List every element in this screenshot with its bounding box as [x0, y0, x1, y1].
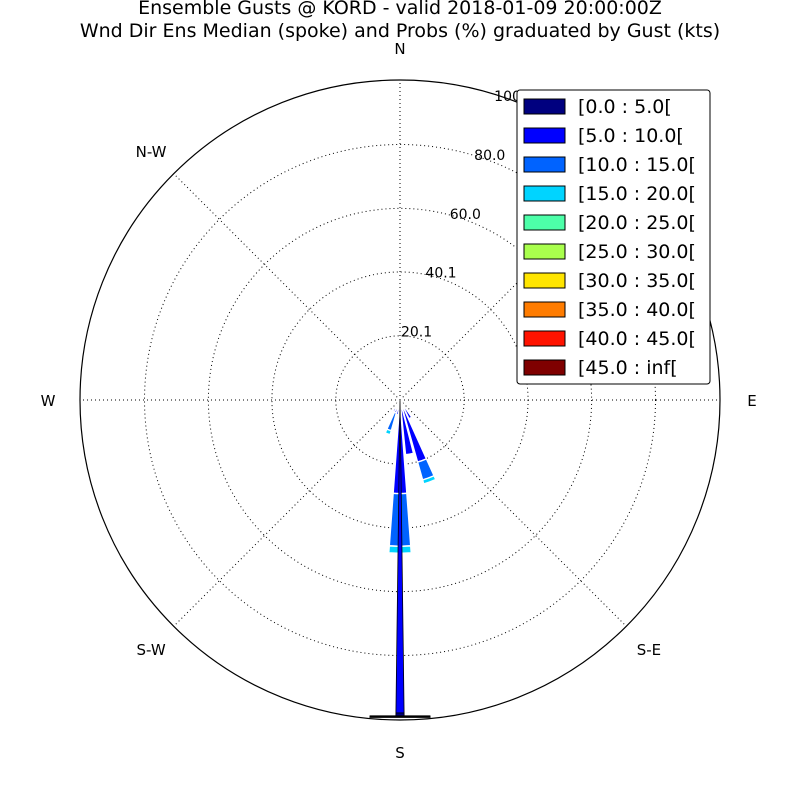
radial-tick-label: 80.0	[474, 148, 505, 164]
legend-swatch	[523, 243, 566, 260]
legend-label: [25.0 : 30.0[	[578, 241, 696, 263]
grid-ring	[144, 144, 656, 656]
legend-swatch	[523, 185, 566, 202]
legend-swatch	[523, 127, 566, 144]
outer-ring	[79, 79, 721, 721]
chart-subtitle: Wnd Dir Ens Median (spoke) and Probs (%)…	[80, 20, 720, 42]
legend-label: [45.0 : inf[	[578, 357, 678, 379]
sector-bar	[421, 474, 437, 485]
legend-label: [20.0 : 25.0[	[578, 212, 696, 234]
legend-label: [5.0 : 10.0[	[578, 125, 684, 147]
legend-swatch	[523, 214, 566, 231]
grid-spoke	[173, 399, 401, 627]
legend-swatch	[523, 156, 566, 173]
direction-label: E	[747, 392, 756, 410]
direction-label: W	[41, 392, 56, 410]
grid-spoke	[399, 173, 627, 401]
direction-label: N	[394, 40, 405, 58]
sector-bar	[384, 428, 393, 436]
median-spoke-segment	[369, 715, 431, 718]
radial-tick-label: 20.1	[401, 325, 432, 341]
direction-label: S-E	[637, 641, 661, 659]
legend-swatch	[523, 98, 566, 115]
wind-sectors	[384, 399, 437, 554]
radial-tick-label: 40.1	[425, 266, 456, 282]
legend-label: [40.0 : 45.0[	[578, 328, 696, 350]
legend: [0.0 : 5.0[ [5.0 : 10.0[ [10.0 : 15.0[ [15.…	[516, 89, 711, 385]
direction-label: S-W	[137, 641, 166, 659]
legend-label: [15.0 : 20.0[	[578, 183, 696, 205]
sector-bar	[391, 400, 401, 413]
legend-label: [10.0 : 15.0[	[578, 154, 696, 176]
direction-label: N-W	[136, 143, 167, 161]
grid-spoke	[173, 173, 401, 401]
legend-label: [30.0 : 35.0[	[578, 270, 696, 292]
legend-swatch	[523, 272, 566, 289]
chart-title: Ensemble Gusts @ KORD - valid 2018-01-09…	[138, 0, 662, 19]
polar-grid	[79, 79, 721, 721]
legend-swatch	[523, 359, 566, 376]
legend-label: [35.0 : 40.0[	[578, 299, 696, 321]
radial-tick-label: 60.0	[450, 207, 481, 223]
legend-swatch	[523, 330, 566, 347]
median-spoke	[369, 399, 431, 718]
grid-spoke	[399, 399, 627, 627]
sector-bar	[385, 411, 398, 432]
direction-label: S	[395, 744, 405, 762]
legend-label: [0.0 : 5.0[	[578, 96, 672, 118]
legend-swatch	[523, 301, 566, 318]
